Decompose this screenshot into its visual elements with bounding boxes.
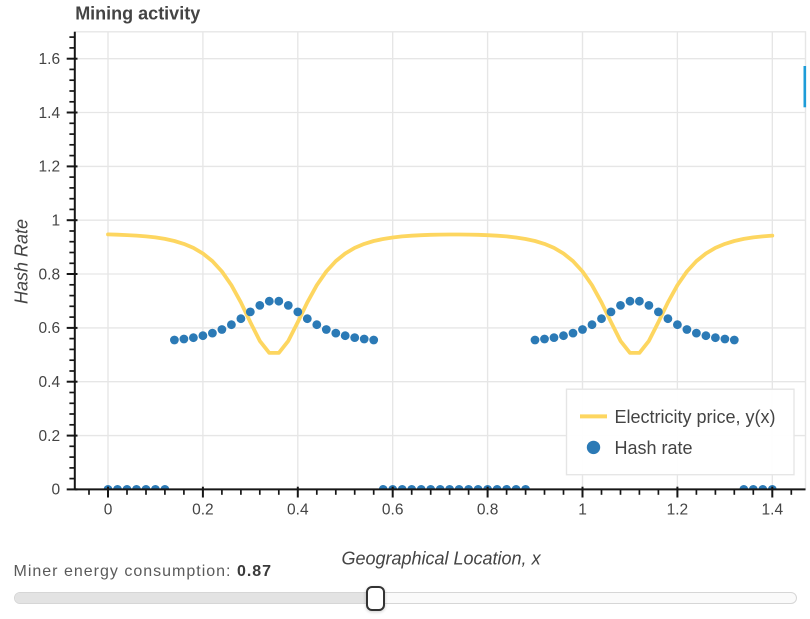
svg-text:1.2: 1.2 xyxy=(667,502,689,519)
svg-text:0.2: 0.2 xyxy=(39,428,61,445)
svg-text:0.4: 0.4 xyxy=(39,374,61,391)
svg-text:0.6: 0.6 xyxy=(382,502,404,519)
svg-text:Hash rate: Hash rate xyxy=(615,438,693,458)
svg-text:1: 1 xyxy=(578,502,587,519)
svg-text:1.4: 1.4 xyxy=(39,105,61,122)
svg-text:0.4: 0.4 xyxy=(287,502,309,519)
svg-text:Hash Rate: Hash Rate xyxy=(11,219,31,304)
svg-text:Mining activity: Mining activity xyxy=(75,3,200,23)
svg-text:0: 0 xyxy=(51,482,60,499)
svg-text:0.6: 0.6 xyxy=(39,320,61,337)
svg-text:1.2: 1.2 xyxy=(39,159,61,176)
svg-text:1.4: 1.4 xyxy=(762,502,784,519)
svg-text:0.8: 0.8 xyxy=(39,266,61,283)
svg-text:1: 1 xyxy=(51,213,60,230)
svg-text:1.6: 1.6 xyxy=(39,51,61,68)
svg-text:0.2: 0.2 xyxy=(192,502,214,519)
svg-text:Electricity price, y(x): Electricity price, y(x) xyxy=(615,407,776,427)
svg-text:0: 0 xyxy=(104,502,113,519)
svg-text:0.8: 0.8 xyxy=(477,502,499,519)
svg-text:Geographical Location, x: Geographical Location, x xyxy=(341,549,541,569)
